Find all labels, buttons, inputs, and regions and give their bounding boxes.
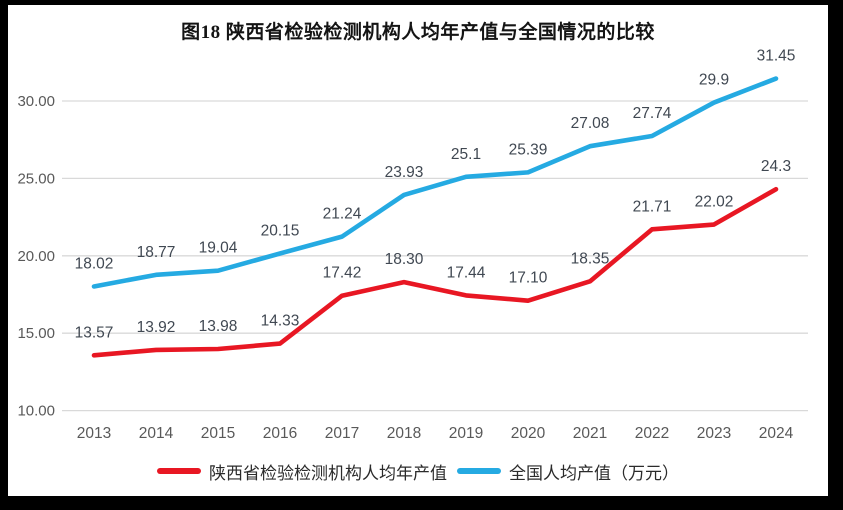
data-label: 24.3 [761, 158, 791, 175]
x-tick-label: 2024 [759, 425, 794, 442]
shaanxi-series-line [91, 186, 779, 358]
data-label: 27.08 [571, 115, 610, 132]
data-label: 14.33 [261, 313, 300, 330]
data-label: 25.1 [451, 146, 481, 163]
data-label: 18.02 [75, 255, 114, 272]
data-label: 17.44 [447, 264, 486, 281]
x-tick-label: 2023 [697, 425, 731, 442]
data-label: 23.93 [385, 164, 424, 181]
legend: 陕西省检验检测机构人均年产值 全国人均产值（万元） [8, 456, 828, 486]
x-tick-label: 2022 [635, 425, 669, 442]
x-tick-label: 2019 [449, 425, 483, 442]
legend-item-shaanxi: 陕西省检验检测机构人均年产值 [157, 459, 447, 484]
data-label: 20.15 [261, 222, 300, 239]
y-tick-label: 15.00 [17, 325, 55, 342]
y-tick-label: 25.00 [17, 170, 55, 187]
data-label: 18.35 [571, 250, 610, 267]
x-tick-label: 2013 [77, 425, 111, 442]
data-label: 21.24 [323, 206, 362, 223]
national-series-line [91, 76, 779, 289]
data-label: 25.39 [509, 141, 548, 158]
shaanxi-line-swatch [157, 468, 201, 474]
legend-label-shaanxi: 陕西省检验检测机构人均年产值 [209, 463, 447, 483]
x-tick-label: 2021 [573, 425, 607, 442]
data-label: 13.92 [137, 319, 176, 336]
data-label: 18.77 [137, 244, 176, 261]
x-tick-label: 2016 [263, 425, 297, 442]
chart-title: 图18 陕西省检验检测机构人均年产值与全国情况的比较 [181, 22, 655, 43]
x-tick-label: 2018 [387, 425, 421, 442]
data-label: 13.98 [199, 318, 238, 335]
x-tick-label: 2020 [511, 425, 546, 442]
legend-label-national: 全国人均产值（万元） [509, 463, 679, 483]
y-tick-label: 30.00 [17, 93, 55, 110]
data-label: 17.42 [323, 265, 362, 282]
data-label: 31.45 [757, 48, 796, 65]
x-tick-label: 2015 [201, 425, 235, 442]
data-label: 18.30 [385, 251, 424, 268]
chart-canvas: 图18 陕西省检验检测机构人均年产值与全国情况的比较 10.00 15.00 20.… [8, 5, 828, 496]
y-tick-label: 20.00 [17, 248, 55, 265]
line-chart-plot-area: 10.00 15.00 20.00 25.00 30.00 2013 2014 2015 201… [17, 48, 808, 442]
y-tick-label: 10.00 [17, 403, 55, 420]
data-label: 27.74 [633, 105, 672, 122]
data-label: 13.57 [75, 324, 114, 341]
national-line-swatch [457, 468, 501, 474]
legend-item-national: 全国人均产值（万元） [457, 459, 679, 484]
data-label: 22.02 [695, 194, 734, 211]
x-tick-label: 2014 [139, 425, 174, 442]
data-label: 17.10 [509, 270, 548, 287]
x-tick-label: 2017 [325, 425, 359, 442]
data-label: 19.04 [199, 240, 238, 257]
data-label: 29.9 [699, 72, 729, 89]
data-label: 21.71 [633, 198, 672, 215]
